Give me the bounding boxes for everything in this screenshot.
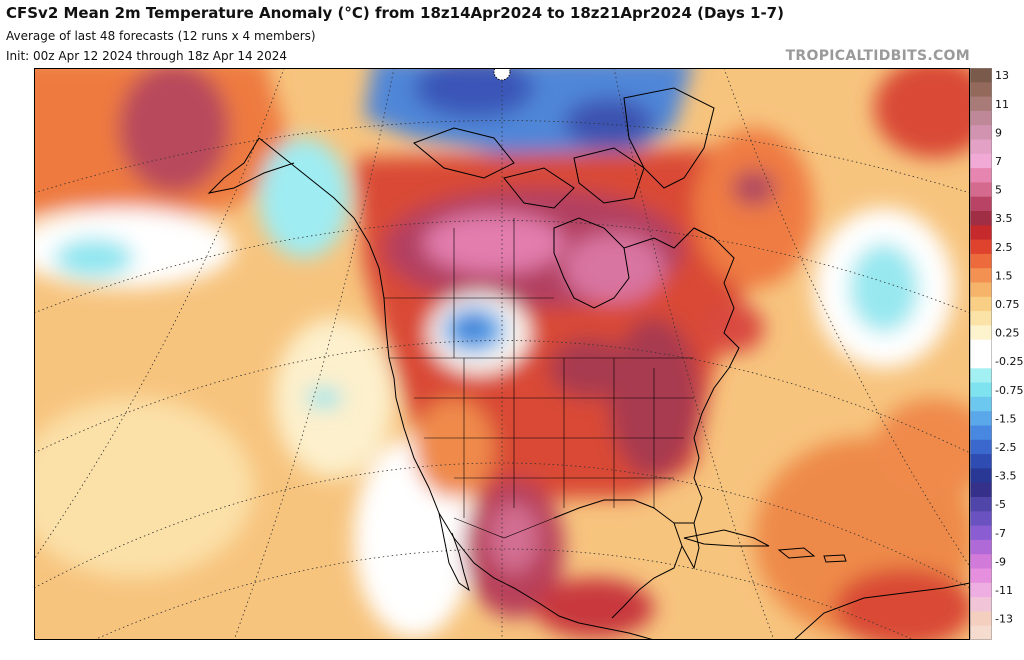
legend-tick-label: -2.5 [995, 441, 1016, 454]
legend-tick-label: -1.5 [995, 412, 1016, 425]
legend-swatch [970, 211, 992, 226]
legend-swatch [970, 382, 992, 398]
legend-swatch [970, 139, 992, 155]
legend-swatch [970, 282, 992, 298]
north-pole-marker [493, 68, 511, 81]
legend-swatch [970, 196, 992, 212]
legend-swatch [970, 597, 992, 612]
legend-tick-label: -0.75 [995, 384, 1023, 397]
legend-swatch [970, 82, 992, 98]
legend-tick-label: -5 [995, 498, 1006, 511]
state-borders [384, 218, 694, 539]
legend-swatch [970, 611, 992, 627]
legend-swatch [970, 253, 992, 269]
legend-tick-label: 1.5 [995, 269, 1013, 282]
legend-swatch [970, 439, 992, 455]
legend-swatch [970, 110, 992, 126]
color-scale-legend: 13 11 9 7 5 3.5 2.5 1.5 0.75 0.25 -0.25 -0.75 -1.5 -2… [970, 68, 1023, 640]
legend-swatch [970, 239, 992, 255]
legend-swatch [970, 411, 992, 426]
legend-swatch [970, 511, 992, 527]
legend-swatch [970, 497, 992, 512]
legend-swatch [970, 153, 992, 169]
legend-swatch [970, 125, 992, 140]
legend-swatch [970, 525, 992, 541]
legend-swatch [970, 311, 992, 326]
legend-tick-label: -13 [995, 613, 1013, 626]
legend-swatch [970, 296, 992, 312]
legend-tick-label: 3.5 [995, 212, 1013, 225]
legend-swatch [970, 396, 992, 412]
legend-tick-label: -0.25 [995, 355, 1023, 368]
legend-swatch [970, 325, 992, 341]
legend-swatch [970, 454, 992, 469]
legend-swatch [970, 582, 992, 598]
legend-swatch [970, 96, 992, 112]
legend-swatch [970, 425, 992, 441]
legend-tick-label: 7 [995, 155, 1002, 168]
legend-swatch [970, 368, 992, 384]
legend-swatch [970, 354, 992, 369]
legend-swatch [970, 554, 992, 569]
legend-swatch [970, 168, 992, 183]
init-subtitle: Init: 00z Apr 12 2024 through 18z Apr 14… [6, 49, 287, 63]
coastlines [207, 87, 970, 640]
legend-tick-label: 5 [995, 184, 1002, 197]
legend-swatch [970, 539, 992, 555]
legend-tick-label: -11 [995, 584, 1013, 597]
legend-swatch [970, 68, 992, 83]
source-credit: TROPICALTIDBITS.COM [785, 48, 970, 64]
legend-tick-label: 0.75 [995, 298, 1020, 311]
legend-swatch [970, 468, 992, 484]
legend-tick-label: 9 [995, 126, 1002, 139]
legend-tick-label: -7 [995, 527, 1006, 540]
ensemble-subtitle: Average of last 48 forecasts (12 runs x … [6, 29, 316, 43]
legend-tick-label: 13 [995, 69, 1009, 82]
graticule [34, 68, 970, 640]
legend-swatch [970, 568, 992, 584]
legend-swatch [970, 182, 992, 198]
legend-swatch [970, 225, 992, 241]
legend-tick-label: -9 [995, 555, 1006, 568]
legend-swatch [970, 268, 992, 283]
legend-swatch [970, 339, 992, 355]
temperature-anomaly-map [34, 68, 970, 640]
map-title: CFSv2 Mean 2m Temperature Anomaly (°C) f… [6, 4, 784, 22]
legend-tick-label: -3.5 [995, 470, 1016, 483]
legend-tick-label: 0.25 [995, 327, 1020, 340]
legend-swatch [970, 482, 992, 498]
legend-swatch [970, 625, 992, 640]
legend-tick-label: 11 [995, 98, 1009, 111]
legend-tick-label: 2.5 [995, 241, 1013, 254]
